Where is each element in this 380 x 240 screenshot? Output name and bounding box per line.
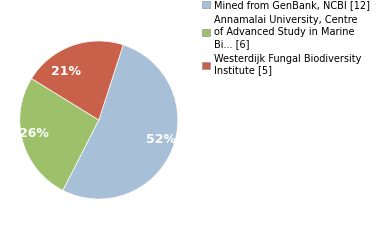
Wedge shape [32, 41, 123, 120]
Text: 26%: 26% [19, 127, 49, 140]
Wedge shape [63, 45, 178, 199]
Legend: Mined from GenBank, NCBI [12], Annamalai University, Centre
of Advanced Study in: Mined from GenBank, NCBI [12], Annamalai… [203, 0, 370, 76]
Wedge shape [20, 78, 99, 190]
Text: 21%: 21% [51, 65, 81, 78]
Text: 52%: 52% [146, 133, 176, 146]
